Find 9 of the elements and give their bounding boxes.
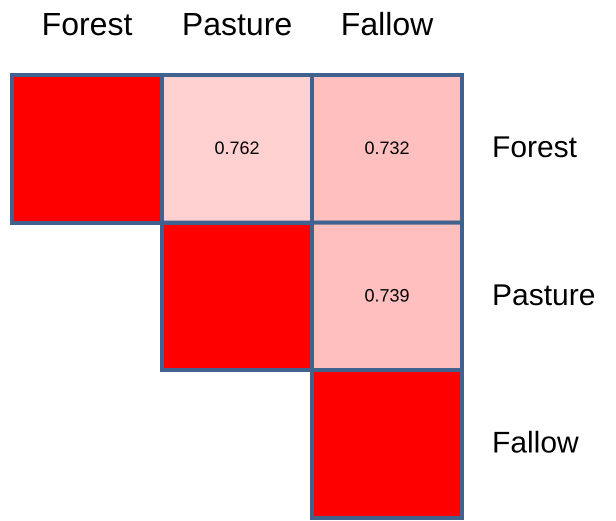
y-tick-label: Fallow [492, 426, 580, 460]
y-tick-label: Pasture [492, 278, 596, 312]
data-label: 0.732 [364, 138, 410, 158]
data-label: 0.762 [214, 138, 260, 158]
x-tick-label: Fallow [340, 6, 434, 42]
data-label: 0.739 [364, 285, 410, 306]
x-tick-label: Pasture [182, 6, 292, 42]
y-tick-label: Forest [492, 131, 578, 164]
x-tick-label: Forest [42, 6, 132, 42]
